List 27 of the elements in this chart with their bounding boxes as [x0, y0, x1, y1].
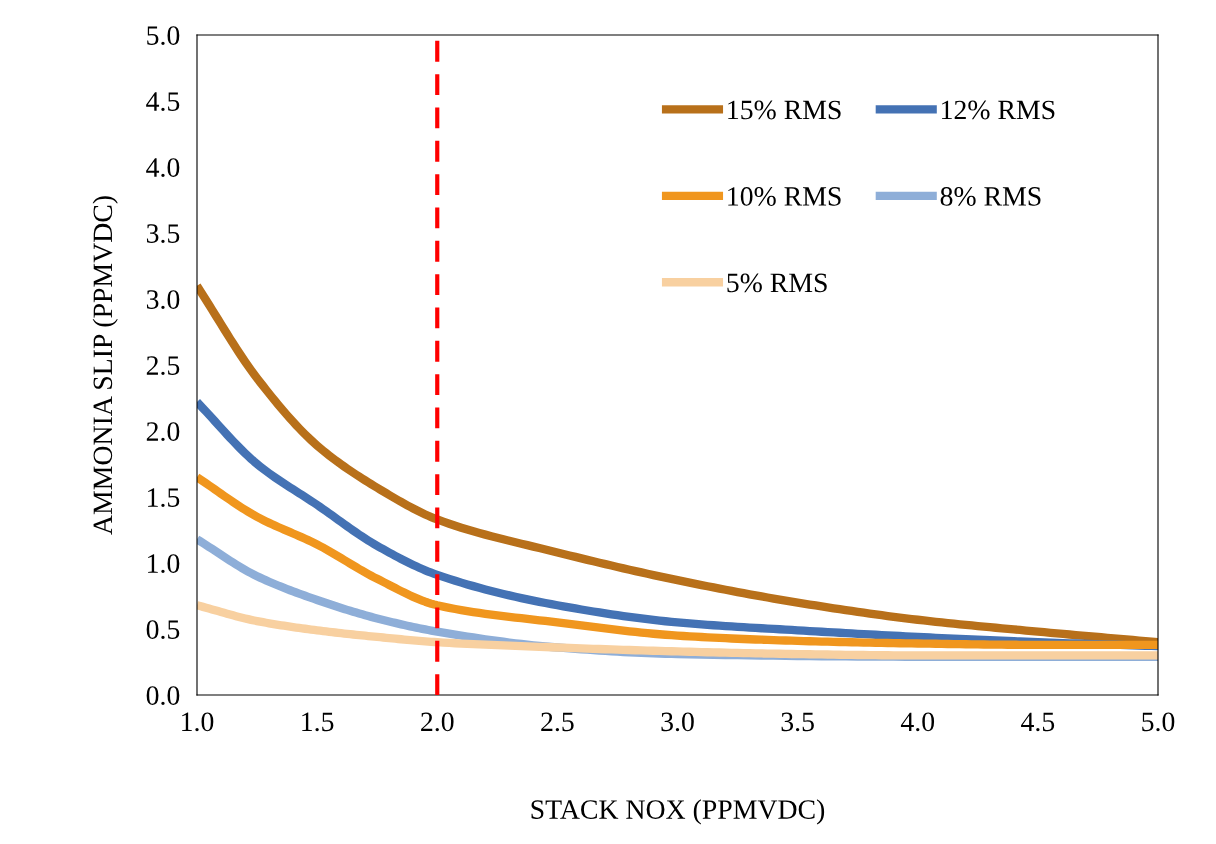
x-tick-label: 4.5	[1021, 712, 1055, 732]
y-tick-label: 5.0	[147, 26, 180, 46]
legend-label: 5% RMS	[727, 273, 827, 293]
y-tick-label: 1.0	[148, 554, 180, 574]
legend-label: 15% RMS	[728, 100, 841, 120]
x-tick-label: 1.5	[302, 712, 334, 732]
legend-label: 12% RMS	[942, 100, 1055, 120]
legend-label: 8% RMS	[940, 187, 1041, 206]
x-tick-label: 1.0	[182, 712, 214, 732]
x-tick-label: 3.0	[661, 712, 694, 732]
y-axis-title: AMMONIA SLIP (PPMVDC)	[92, 196, 118, 535]
y-tick-label: 1.5	[148, 488, 180, 508]
y-tick-label: 0.0	[146, 686, 180, 706]
y-tick-label: 4.5	[146, 92, 180, 112]
legend-label: 10% RMS	[728, 187, 841, 206]
y-tick-label: 0.5	[146, 620, 180, 640]
y-tick-label: 4.0	[146, 158, 180, 178]
y-tick-label: 2.0	[146, 422, 180, 442]
x-tick-label: 2.0	[421, 712, 454, 732]
x-axis-title: STACK NOX (PPMVDC)	[531, 799, 825, 825]
y-tick-label: 3.0	[146, 290, 180, 310]
x-tick-label: 3.5	[781, 712, 814, 732]
y-tick-label: 2.5	[146, 356, 180, 376]
x-tick-label: 5.0	[1142, 712, 1175, 732]
y-tick-label: 3.5	[146, 224, 180, 244]
x-tick-label: 4.0	[900, 712, 935, 732]
x-tick-label: 2.5	[541, 712, 574, 732]
